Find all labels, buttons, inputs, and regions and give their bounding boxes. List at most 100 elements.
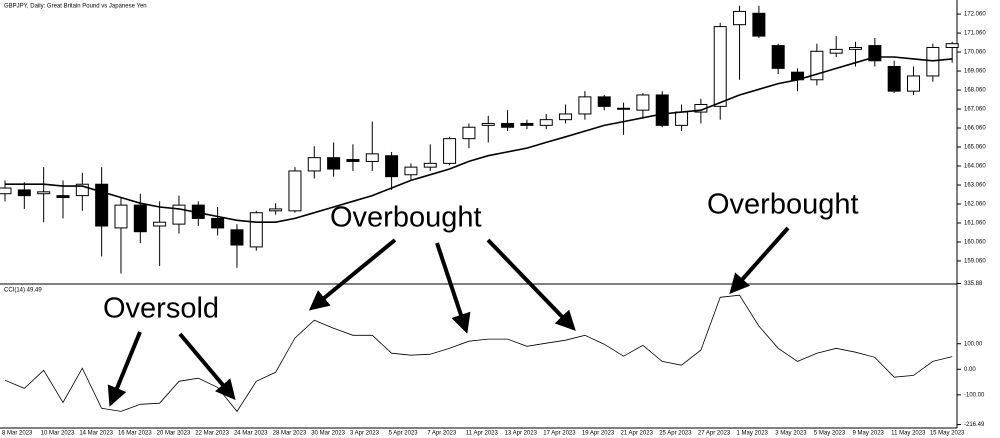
candle-body: [365, 153, 379, 162]
x-tick-label: 27 Apr 2023: [698, 431, 731, 437]
y-tick-label: 171.060: [964, 31, 986, 37]
candle-body: [95, 183, 109, 227]
x-tick-label: 13 Apr 2023: [505, 431, 538, 437]
candle-body: [713, 26, 727, 107]
candle-body: [636, 94, 650, 111]
candle-body: [153, 221, 167, 227]
x-tick-label: 11 May 2023: [891, 431, 926, 437]
y-tick-label: 100.00: [964, 341, 983, 347]
annotation: Oversold: [103, 293, 219, 325]
y-tick-label: 162.060: [964, 202, 986, 208]
candle-body: [443, 138, 457, 164]
x-tick-label: 17 Apr 2023: [543, 431, 576, 437]
candle-body: [56, 195, 70, 199]
x-tick-label: 24 Mar 2023: [234, 431, 268, 437]
x-tick-label: 3 May 2023: [775, 431, 807, 437]
x-tick-label: 15 May 2023: [930, 431, 965, 437]
candle-body: [423, 162, 437, 168]
y-tick-label: 169.060: [964, 69, 986, 75]
annotation: Overbought: [330, 202, 482, 234]
y-tick-label: 165.060: [964, 145, 986, 151]
candle-body: [771, 45, 785, 69]
x-tick-label: 5 Apr 2023: [389, 431, 419, 437]
arrows: [107, 226, 790, 407]
x-tick-label: 16 Mar 2023: [118, 431, 152, 437]
candle-body: [0, 187, 12, 195]
x-tick-label: 3 Apr 2023: [350, 431, 380, 437]
x-tick-label: 8 Mar 2023: [2, 431, 33, 437]
x-tick-label: 19 Apr 2023: [582, 431, 615, 437]
x-tick-label: 1 May 2023: [737, 431, 769, 437]
candle-body: [733, 10, 747, 26]
candle-body: [404, 166, 418, 176]
y-tick-label: 0.00: [964, 367, 976, 373]
candle-body: [849, 46, 863, 50]
x-tick-label: 21 Apr 2023: [621, 431, 654, 437]
candle-body: [327, 157, 341, 170]
x-tick-label: 30 Mar 2023: [311, 431, 345, 437]
y-tick-label: -216.49: [964, 422, 985, 428]
candle-body: [133, 204, 147, 233]
x-tick-label: 9 May 2023: [853, 431, 885, 437]
y-tick-label: 160.060: [964, 240, 986, 246]
candle-body: [559, 113, 573, 121]
y-tick-label: 164.060: [964, 164, 986, 170]
y-tick-label: 170.060: [964, 50, 986, 56]
candle-body: [385, 155, 399, 178]
candle-body: [597, 96, 611, 107]
x-tick-label: 22 Mar 2023: [195, 431, 229, 437]
candle-body: [617, 107, 631, 110]
cci-line: [4, 294, 953, 413]
arrow: [178, 332, 236, 401]
y-tick-label: -100.00: [964, 392, 985, 398]
candle-body: [675, 111, 689, 126]
candle-body: [829, 48, 843, 54]
annotation: Overbought: [707, 189, 859, 221]
candle-body: [249, 212, 263, 248]
x-tick-label: 11 Apr 2023: [466, 431, 499, 437]
x-tick-label: 25 Apr 2023: [659, 431, 692, 437]
candle-body: [752, 12, 766, 37]
candle-body: [307, 157, 321, 172]
candle-body: [520, 122, 534, 126]
candle-body: [907, 75, 921, 92]
candle-body: [346, 159, 360, 162]
x-tick-label: 10 Mar 2023: [41, 431, 75, 437]
y-tick-label: 163.060: [964, 183, 986, 189]
moving-average: [5, 56, 953, 223]
candle-body: [75, 183, 89, 197]
candle-body: [114, 204, 128, 229]
candle-body: [230, 229, 244, 246]
arrow: [435, 242, 471, 334]
y-tick-label: 168.060: [964, 88, 986, 94]
y-tick-label: 159.060: [964, 259, 986, 265]
candle-body: [926, 46, 940, 77]
x-tick-label: 7 Apr 2023: [427, 431, 457, 437]
candle-body: [501, 122, 515, 128]
candle-body: [655, 94, 669, 126]
candle-body: [887, 65, 901, 92]
candle-body: [462, 126, 476, 140]
arrow: [729, 226, 790, 294]
y-tick-label: 335.88: [964, 281, 983, 287]
x-tick-label: 28 Mar 2023: [273, 431, 307, 437]
candle-body: [211, 217, 225, 229]
x-tick-label: 14 Mar 2023: [79, 431, 113, 437]
candle-body: [539, 119, 553, 126]
y-tick-label: 166.060: [964, 126, 986, 132]
candle-body: [481, 122, 495, 126]
candle-body: [288, 170, 302, 212]
candle-body: [17, 189, 31, 197]
y-tick-label: 167.060: [964, 107, 986, 113]
candle-body: [269, 208, 283, 212]
arrow: [308, 238, 397, 311]
y-tick-label: 172.060: [964, 12, 986, 18]
indicator-title: CCI(14) 49.49: [4, 288, 42, 294]
candle-body: [578, 96, 592, 115]
x-tick-label: 5 May 2023: [814, 431, 846, 437]
chart-title: GBPJPY, Daily: Great Britain Pound vs Ja…: [4, 4, 147, 10]
x-tick-label: 20 Mar 2023: [157, 431, 191, 437]
y-tick-label: 161.060: [964, 221, 986, 227]
